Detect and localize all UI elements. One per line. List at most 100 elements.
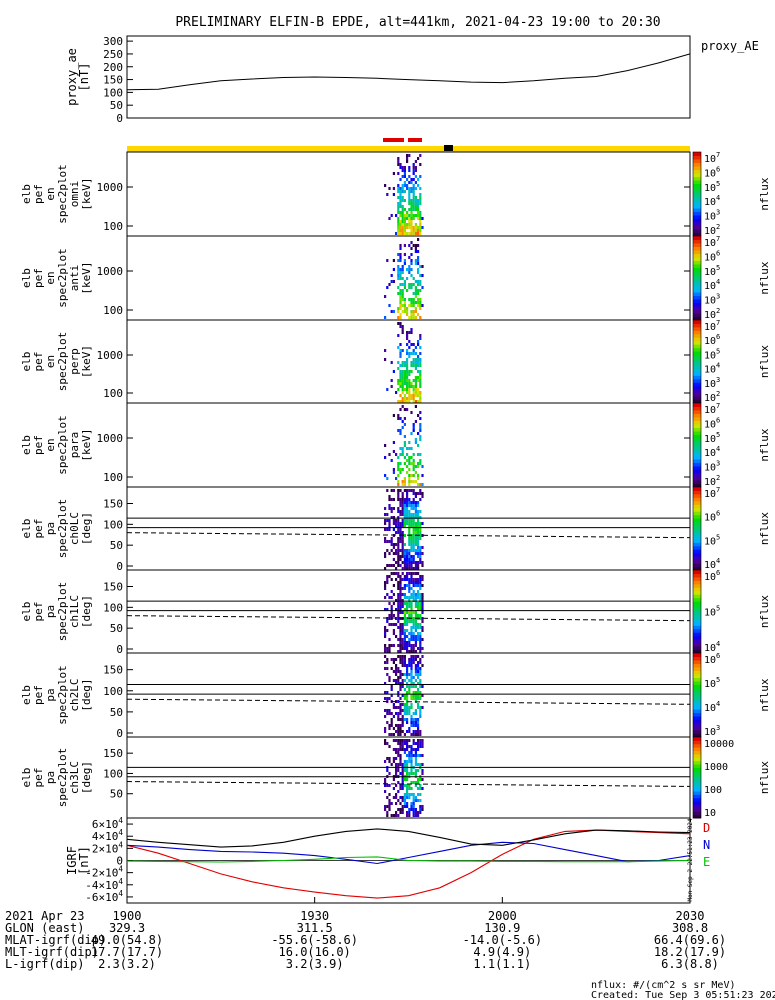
colorbar-tick: 104 [704,278,720,292]
heatmap-cell [401,587,404,590]
heatmap-cell [410,190,413,193]
colorbar-tick: 103 [704,209,720,223]
heatmap-cell [406,778,409,781]
heatmap-cell [410,564,413,567]
heatmap-cell [401,376,404,379]
heatmap-cell [421,265,424,268]
heatmap-cell [403,644,406,647]
heatmap-cell [408,620,411,623]
heatmap-cell [392,661,395,664]
igrf-ytick-label: 2×104 [92,840,124,855]
heatmap-cell [384,644,387,647]
heatmap-cell [414,522,417,525]
heatmap-cell [410,703,413,706]
heatmap-cell [392,522,395,525]
colorbar-label: nflux [758,428,771,461]
heatmap-cell [417,432,420,435]
heatmap-cell [392,727,395,730]
heatmap-cell [403,304,406,307]
heatmap-cell [403,489,406,492]
colorbar-seg [693,333,701,338]
heatmap-cell [408,706,411,709]
colorbar-seg [693,794,701,799]
heatmap-cell [412,528,415,531]
heatmap-cell [403,748,406,751]
heatmap-cell [410,286,413,289]
heatmap-cell [406,787,409,790]
heatmap-cell [414,670,417,673]
heatmap-cell [408,584,411,587]
heatmap-cell [388,712,391,715]
colorbar-seg [693,389,701,394]
heatmap-cell [410,754,413,757]
heatmap-cell [403,456,406,459]
heatmap-cell [401,361,404,364]
heatmap-cell [417,742,420,745]
heatmap-cell [412,513,415,516]
heatmap-cell [412,400,415,403]
heatmap-cell [412,178,415,181]
heatmap-cell [403,280,406,283]
ylabel-line: en [44,271,57,284]
heatmap-cell [397,190,400,193]
ylabel-line: spec2plot [56,665,69,725]
heatmap-cell [403,584,406,587]
heatmap-cell [397,727,400,730]
heatmap-cell [421,769,424,772]
heatmap-cell [401,644,404,647]
heatmap-cell [406,343,409,346]
heatmap-cell [412,184,415,187]
heatmap-cell [419,608,422,611]
heatmap-cell [397,814,400,817]
heatmap-cell [406,331,409,334]
heatmap-cell [401,647,404,650]
heatmap-cell [417,364,420,367]
heatmap-cell [414,438,417,441]
heatmap-cell [390,685,393,688]
heatmap-cell [397,474,400,477]
heatmap-cell [397,274,400,277]
heatmap-cell [395,748,398,751]
colorbar-seg [693,760,701,765]
status-red-2 [408,138,422,142]
heatmap-cell [401,537,404,540]
heatmap-cell [412,599,415,602]
colorbar-seg [693,726,701,731]
heatmap-cell [399,718,402,721]
heatmap-cell [414,757,417,760]
heatmap-cell [395,712,398,715]
heatmap-cell [403,232,406,235]
ylabel-line: en [44,187,57,200]
heatmap-cell [421,522,424,525]
heatmap-cell [395,664,398,667]
heatmap-cell [408,564,411,567]
colorbar-seg [693,225,701,230]
heatmap-cell [399,178,402,181]
heatmap-cell [399,283,402,286]
heatmap-cell [395,679,398,682]
heatmap-cell [399,307,402,310]
heatmap-cell [397,292,400,295]
heatmap-cell [401,447,404,450]
heatmap-cell [390,667,393,670]
heatmap-cell [417,519,420,522]
colorbar-seg [693,320,701,324]
heatmap-cell [388,757,391,760]
heatmap-cell [397,205,400,208]
heatmap-cell [399,376,402,379]
heatmap-cell [417,718,420,721]
heatmap-cell [414,602,417,605]
heatmap-cell [417,647,420,650]
heatmap-cell [412,304,415,307]
heatmap-cell [403,181,406,184]
colorbar-seg [693,642,701,647]
colorbar-seg [693,618,701,623]
heatmap-cell [417,217,420,220]
heatmap-cell [397,572,400,575]
heatmap-cell [417,510,420,513]
heatmap-cell [401,175,404,178]
heatmap-cell [384,507,387,510]
heatmap-cell [412,298,415,301]
heatmap-cell [406,184,409,187]
colorbar-seg [693,278,701,282]
